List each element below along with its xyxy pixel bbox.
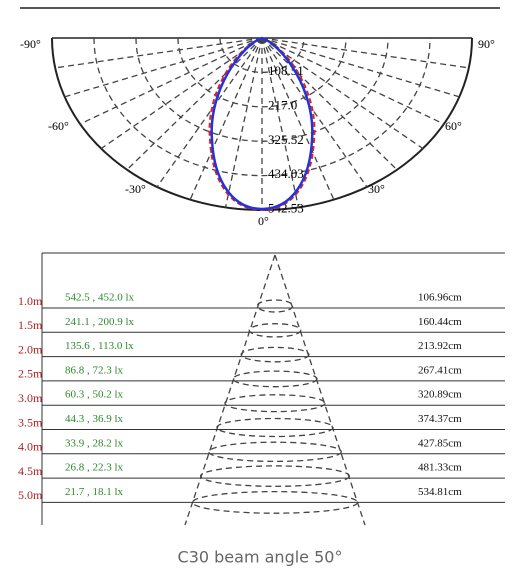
beam-ellipse [208, 441, 342, 463]
angle-label: 90° [478, 37, 495, 51]
polar-spoke [79, 37, 263, 125]
polar-spoke [261, 37, 368, 188]
polar-spoke [261, 37, 398, 171]
diameter: 481.33cm [418, 462, 462, 474]
beam-ellipse [240, 346, 310, 363]
distance: 4.0m [18, 440, 43, 454]
illuminance: 135.6 , 113.0 lx [65, 340, 134, 352]
diameter: 267.41cm [418, 364, 462, 376]
illuminance: 33.9 , 28.2 lx [65, 437, 124, 449]
beam-table: 1.0m 542.5 , 452.0 lx 106.96cm 1.5m 241.1 , … [18, 252, 505, 526]
beam-ellipse [216, 417, 334, 438]
illuminance: 21.7 , 18.1 lx [65, 486, 124, 498]
distance: 1.0m [18, 294, 43, 308]
distance: 2.0m [18, 342, 43, 356]
diameter: 160.44cm [418, 316, 462, 328]
polar-diagram: -90° 90° -60° 60° -30° 30° 0° 108.51 217.0 325.52… [20, 37, 495, 228]
illuminance: 86.8 , 72.3 lx [65, 364, 124, 376]
beam-ellipse [256, 299, 294, 313]
polar-ring [93, 37, 431, 177]
diameter: 374.37cm [418, 413, 462, 425]
polar-spoke [156, 37, 263, 188]
angle-label: 0° [258, 214, 269, 228]
diameter: 106.96cm [418, 292, 462, 304]
polar-spoke [100, 37, 263, 150]
polar-spoke [55, 37, 263, 69]
radius-label: 542.53 [268, 201, 304, 216]
diameter: 534.81cm [418, 486, 462, 498]
radius-label: 217.0 [268, 97, 297, 112]
beam-ellipse [248, 323, 302, 338]
curve-c90 [210, 36, 314, 211]
polar-spoke [261, 37, 469, 69]
beam-ellipse [191, 490, 359, 514]
polar-spoke [261, 37, 460, 98]
illuminance: 60.3 , 50.2 lx [65, 389, 124, 401]
angle-label: -60° [48, 119, 69, 133]
distance: 4.5m [18, 464, 43, 478]
caption: C30 beam angle 50° [178, 548, 343, 567]
illuminance: 241.1 , 200.9 lx [65, 316, 135, 328]
polar-spoke [261, 37, 445, 125]
angle-label: -30° [125, 182, 146, 196]
angle-label: -90° [20, 37, 41, 51]
polar-spoke [224, 37, 263, 208]
diameter: 213.92cm [418, 340, 462, 352]
polar-spoke [126, 37, 263, 171]
cone-edge [184, 254, 276, 526]
distance: 3.5m [18, 415, 43, 429]
radius-label: 325.52 [268, 132, 304, 147]
polar-spoke [64, 37, 263, 98]
distance: 3.0m [18, 391, 43, 405]
beam-ellipse [199, 465, 351, 487]
diameter: 427.85cm [418, 437, 462, 449]
illuminance: 542.5 , 452.0 lx [65, 292, 135, 304]
angle-label: 60° [445, 119, 462, 133]
angle-label: 30° [368, 182, 385, 196]
polar-spoke [261, 37, 300, 208]
distance: 1.5m [18, 318, 43, 332]
beam-ellipse [224, 394, 326, 413]
polar-ring [177, 37, 347, 108]
radius-label: 108.51 [268, 63, 304, 78]
radius-label: 434.03 [268, 166, 304, 181]
distance: 5.0m [18, 488, 43, 502]
cone-edge [274, 254, 366, 526]
beam-ellipse [232, 370, 318, 388]
illuminance: 44.3 , 36.9 lx [65, 413, 124, 425]
diameter: 320.89cm [418, 389, 462, 401]
distance: 2.5m [18, 367, 43, 381]
illuminance: 26.8 , 22.3 lx [65, 462, 124, 474]
polar-spoke [261, 37, 424, 150]
